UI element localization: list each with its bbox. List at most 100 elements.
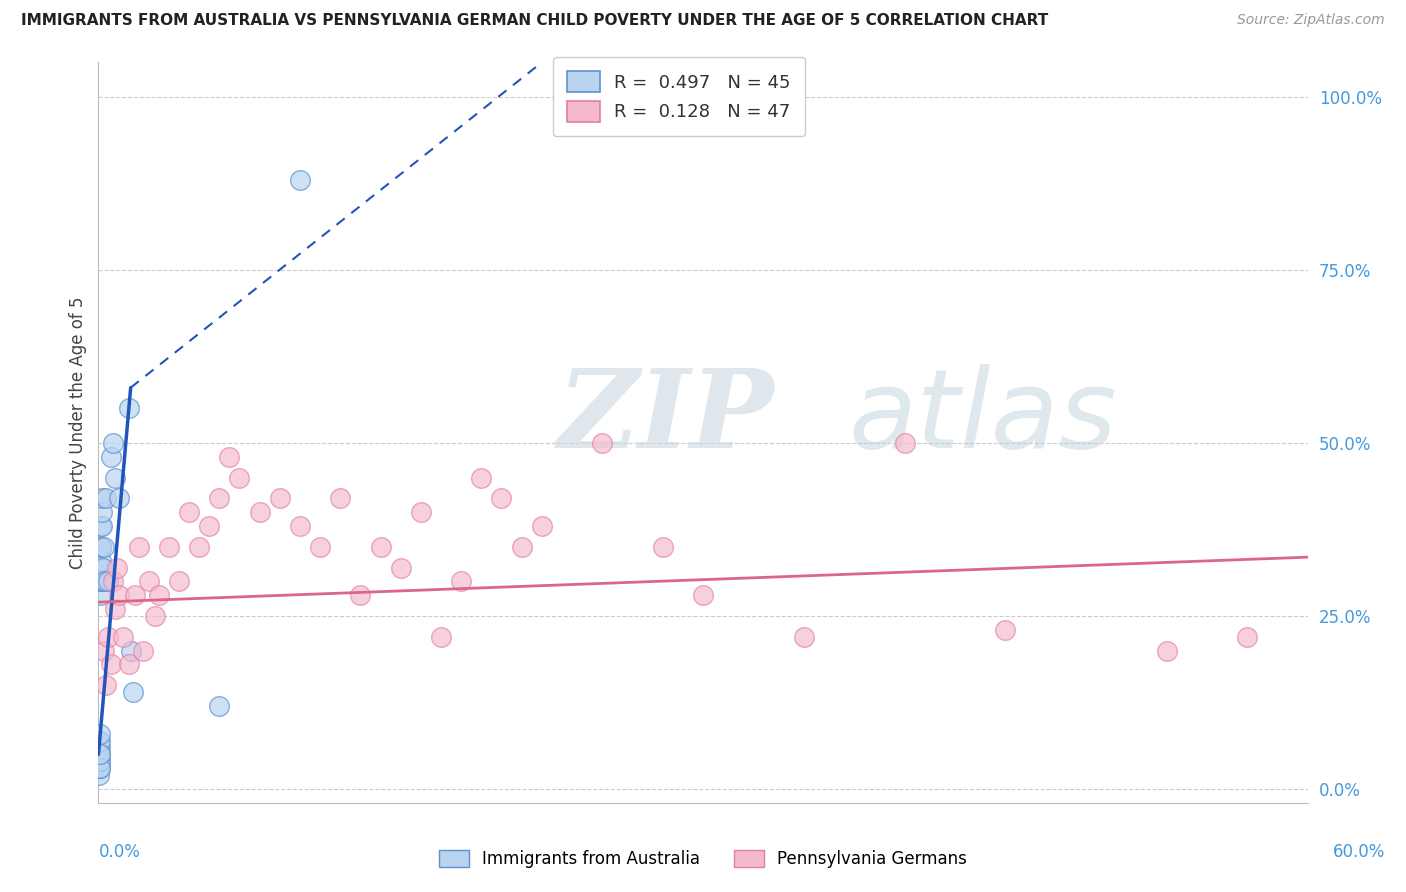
Text: 60.0%: 60.0% xyxy=(1333,843,1385,861)
Point xyxy=(97,574,120,589)
Point xyxy=(89,754,111,768)
Point xyxy=(1236,630,1258,644)
Point xyxy=(430,630,453,644)
Point xyxy=(249,505,271,519)
Point xyxy=(96,678,118,692)
Point xyxy=(87,747,110,762)
Point xyxy=(198,519,221,533)
Point xyxy=(96,491,118,506)
Point xyxy=(111,630,134,644)
Point xyxy=(105,560,128,574)
Point xyxy=(124,588,146,602)
Text: Source: ZipAtlas.com: Source: ZipAtlas.com xyxy=(1237,13,1385,28)
Point xyxy=(208,698,231,713)
Point xyxy=(309,540,332,554)
Point xyxy=(91,491,114,506)
Text: ZIP: ZIP xyxy=(558,364,775,472)
Point xyxy=(90,574,112,589)
Point xyxy=(89,761,111,775)
Point xyxy=(120,643,142,657)
Text: atlas: atlas xyxy=(848,364,1116,471)
Point xyxy=(89,733,111,747)
Point xyxy=(128,540,150,554)
Point xyxy=(994,623,1017,637)
Point xyxy=(228,470,250,484)
Text: IMMIGRANTS FROM AUSTRALIA VS PENNSYLVANIA GERMAN CHILD POVERTY UNDER THE AGE OF : IMMIGRANTS FROM AUSTRALIA VS PENNSYLVANI… xyxy=(21,13,1049,29)
Point xyxy=(103,470,125,484)
Y-axis label: Child Poverty Under the Age of 5: Child Poverty Under the Age of 5 xyxy=(69,296,87,569)
Point xyxy=(329,491,352,506)
Point xyxy=(450,574,472,589)
Point xyxy=(89,740,111,755)
Point xyxy=(409,505,432,519)
Point xyxy=(107,588,129,602)
Text: 0.0%: 0.0% xyxy=(98,843,141,861)
Point xyxy=(470,470,492,484)
Point xyxy=(100,450,122,464)
Point xyxy=(93,560,115,574)
Point xyxy=(148,588,170,602)
Point xyxy=(179,505,201,519)
Point xyxy=(100,657,122,672)
Point xyxy=(692,588,714,602)
Point xyxy=(591,436,613,450)
Point xyxy=(93,643,115,657)
Point xyxy=(89,761,111,775)
Point xyxy=(89,747,111,762)
Point xyxy=(132,643,155,657)
Point xyxy=(651,540,673,554)
Point xyxy=(103,602,125,616)
Point xyxy=(90,519,112,533)
Point xyxy=(91,574,114,589)
Point xyxy=(138,574,160,589)
Point xyxy=(288,173,311,187)
Point xyxy=(188,540,211,554)
Point xyxy=(97,630,120,644)
Point xyxy=(90,540,112,554)
Point xyxy=(89,747,111,762)
Point xyxy=(118,657,141,672)
Point xyxy=(93,540,115,554)
Point xyxy=(89,747,111,762)
Point xyxy=(90,554,112,568)
Point xyxy=(89,747,111,762)
Point xyxy=(370,540,392,554)
Point xyxy=(510,540,533,554)
Point xyxy=(90,560,112,574)
Point xyxy=(101,574,124,589)
Point xyxy=(91,505,114,519)
Point xyxy=(89,733,111,747)
Point xyxy=(87,761,110,775)
Point xyxy=(89,761,111,775)
Point xyxy=(90,588,112,602)
Point xyxy=(157,540,180,554)
Point xyxy=(208,491,231,506)
Point xyxy=(101,436,124,450)
Point xyxy=(90,574,112,589)
Point xyxy=(90,519,112,533)
Point xyxy=(893,436,915,450)
Point xyxy=(89,574,111,589)
Point xyxy=(288,519,311,533)
Point xyxy=(389,560,412,574)
Legend: R =  0.497   N = 45, R =  0.128   N = 47: R = 0.497 N = 45, R = 0.128 N = 47 xyxy=(553,57,806,136)
Point xyxy=(89,768,111,782)
Point xyxy=(269,491,291,506)
Point xyxy=(143,609,166,624)
Point xyxy=(90,540,112,554)
Point xyxy=(118,401,141,416)
Point xyxy=(94,574,117,589)
Point xyxy=(530,519,553,533)
Point xyxy=(167,574,190,589)
Legend: Immigrants from Australia, Pennsylvania Germans: Immigrants from Australia, Pennsylvania … xyxy=(433,843,973,875)
Point xyxy=(1156,643,1178,657)
Point xyxy=(89,740,111,755)
Point xyxy=(121,685,143,699)
Point xyxy=(491,491,513,506)
Point xyxy=(349,588,371,602)
Point xyxy=(793,630,815,644)
Point xyxy=(89,726,111,740)
Point xyxy=(107,491,129,506)
Point xyxy=(87,754,110,768)
Point xyxy=(89,754,111,768)
